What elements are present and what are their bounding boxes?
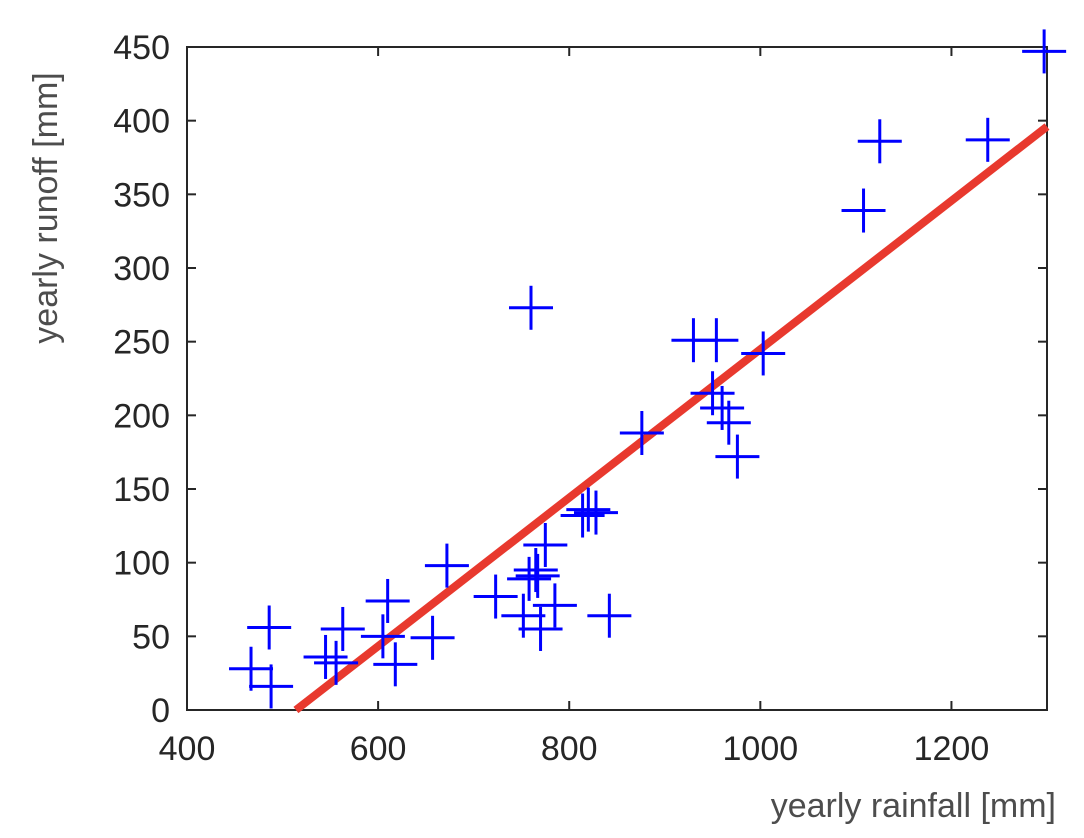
x-tick-label: 400 <box>159 730 216 768</box>
data-point <box>473 574 518 619</box>
data-point <box>424 543 469 588</box>
data-point <box>715 434 760 479</box>
y-tick-label: 150 <box>113 471 170 509</box>
data-point <box>841 188 886 233</box>
data-point <box>509 285 553 330</box>
data-point <box>513 548 558 593</box>
data-point <box>410 615 455 660</box>
data-point <box>619 411 664 456</box>
data-point <box>694 318 739 363</box>
plot-frame <box>186 46 1048 711</box>
data-point <box>320 606 365 651</box>
data-group <box>229 29 1067 714</box>
data-point <box>249 664 294 709</box>
x-tick-label: 1200 <box>914 730 990 768</box>
y-tick-label: 350 <box>113 176 170 214</box>
y-tick-label: 200 <box>113 397 170 435</box>
y-tick-label: 100 <box>113 545 170 583</box>
data-point <box>566 487 611 532</box>
data-point <box>365 578 410 623</box>
data-point <box>515 553 560 598</box>
data-point <box>314 640 359 685</box>
data-point <box>1022 29 1067 74</box>
data-point <box>303 634 348 679</box>
y-axis-label: yearly runoff [mm] <box>27 72 65 343</box>
x-axis-label: yearly rainfall [mm] <box>771 787 1056 825</box>
data-point <box>373 642 418 687</box>
data-point <box>532 583 577 628</box>
y-tick-label: 300 <box>113 250 170 288</box>
plot-layer: 400 600 800 1000 1200 0 50 100 150 200 250 300 350 40… <box>113 29 1067 768</box>
data-point <box>360 614 405 659</box>
y-tick-label: 450 <box>113 29 170 67</box>
data-point <box>523 522 568 567</box>
data-point <box>501 593 546 638</box>
data-point <box>857 119 902 164</box>
y-tick-label: 50 <box>132 618 170 656</box>
data-point <box>587 593 632 638</box>
data-point <box>706 400 751 445</box>
data-point <box>965 117 1010 162</box>
y-tick-label: 400 <box>113 103 170 141</box>
data-point <box>573 490 618 535</box>
x-tick-label: 1000 <box>723 730 799 768</box>
fit-line <box>293 123 1050 714</box>
y-tick-label: 250 <box>113 324 170 362</box>
data-point <box>247 605 292 650</box>
data-point <box>518 606 563 651</box>
x-tick-label: 600 <box>350 730 407 768</box>
y-tick-label: 0 <box>151 692 170 730</box>
x-tick-label: 800 <box>541 730 598 768</box>
data-point <box>741 331 786 376</box>
data-point <box>229 646 274 691</box>
data-point <box>507 556 552 601</box>
